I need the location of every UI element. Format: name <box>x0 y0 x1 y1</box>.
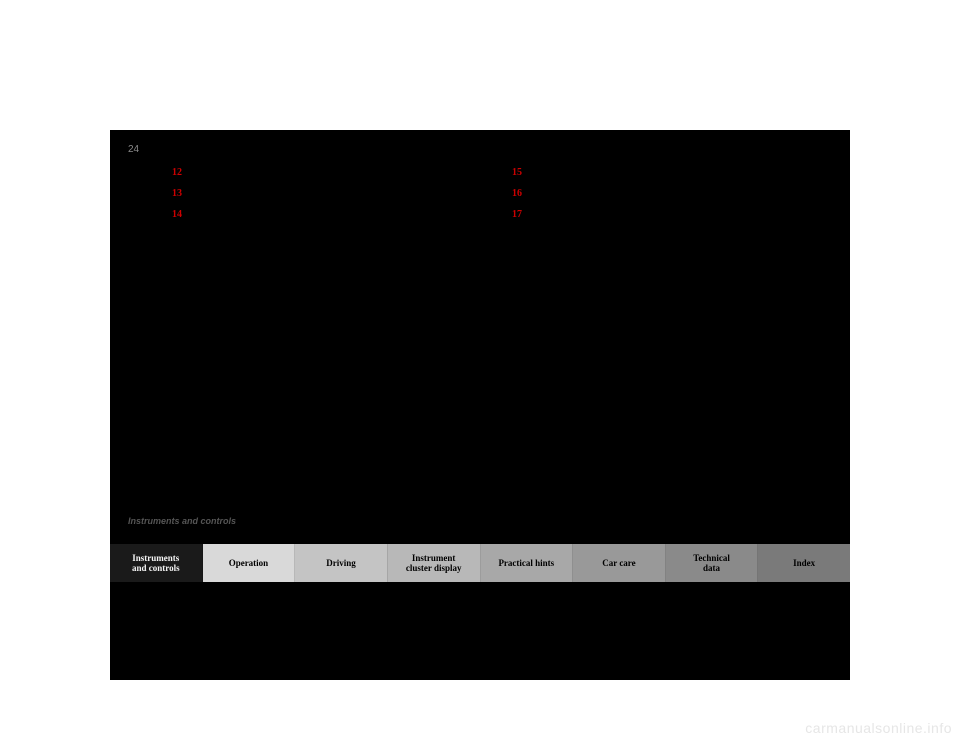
content-columns: 12 Right front seat heater switch, see p… <box>172 164 792 227</box>
list-item: 13 Automatic climate control, see page 1… <box>172 185 452 202</box>
nav-label: Driving <box>326 558 356 568</box>
list-item: 14 Rear window defroster switch, see pag… <box>172 206 452 223</box>
section-title: Instruments and controls <box>128 516 236 526</box>
nav-tab-instruments[interactable]: Instruments and controls <box>110 544 203 582</box>
nav-tab-operation[interactable]: Operation <box>203 544 296 582</box>
item-label: Right front seat heater switch, see page… <box>194 164 363 181</box>
list-item: 15 Audio system, see page 160 <box>512 164 792 181</box>
nav-label: Index <box>793 558 815 568</box>
watermark-text: carmanualsonline.info <box>805 720 952 736</box>
nav-label: Operation <box>229 558 269 568</box>
nav-tab-carcare[interactable]: Car care <box>573 544 666 582</box>
item-number: 12 <box>172 164 186 181</box>
item-label: Rear window defroster switch, see page 1… <box>194 206 371 223</box>
bottom-nav-bar: Instruments and controls Operation Drivi… <box>110 544 850 582</box>
item-number: 16 <box>512 185 526 202</box>
nav-label: Instrument cluster display <box>406 553 462 574</box>
nav-label: Practical hints <box>498 558 554 568</box>
item-label: Audio system, see page 160 <box>534 164 646 181</box>
nav-label: Technical data <box>693 553 730 574</box>
list-item: 16 Open storage compartment <box>512 185 792 202</box>
nav-label: Instruments and controls <box>132 553 180 574</box>
item-number: 13 <box>172 185 186 202</box>
item-number: 15 <box>512 164 526 181</box>
item-number: 17 <box>512 206 526 223</box>
nav-label: Car care <box>602 558 635 568</box>
page-number: 24 <box>128 144 139 155</box>
item-label: Open storage compartment <box>534 185 642 202</box>
nav-tab-index[interactable]: Index <box>758 544 850 582</box>
item-label: Automatic climate control, see page 142 <box>194 185 356 202</box>
nav-tab-hints[interactable]: Practical hints <box>481 544 574 582</box>
manual-page: 24 12 Right front seat heater switch, se… <box>110 130 850 680</box>
left-column: 12 Right front seat heater switch, see p… <box>172 164 452 227</box>
right-column: 15 Audio system, see page 160 16 Open st… <box>512 164 792 227</box>
nav-tab-cluster[interactable]: Instrument cluster display <box>388 544 481 582</box>
list-item: 12 Right front seat heater switch, see p… <box>172 164 452 181</box>
item-label: Ashtray with lighter, see page 175 <box>534 206 671 223</box>
nav-tab-driving[interactable]: Driving <box>295 544 388 582</box>
item-number: 14 <box>172 206 186 223</box>
nav-tab-technical[interactable]: Technical data <box>666 544 759 582</box>
list-item: 17 Ashtray with lighter, see page 175 <box>512 206 792 223</box>
